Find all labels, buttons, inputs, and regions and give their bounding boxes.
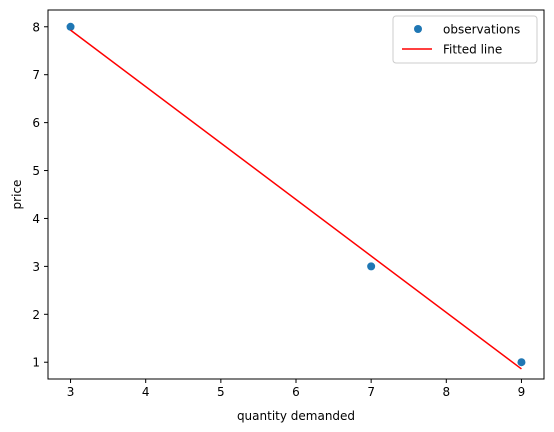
plot-frame (47, 9, 545, 380)
x-tick-label: 6 (292, 385, 300, 399)
x-tick-label: 5 (217, 385, 225, 399)
y-tick-label: 3 (32, 260, 40, 274)
legend-box (392, 15, 538, 64)
plot-area: 3 4 5 6 7 8 9 1 2 3 4 5 6 7 8 (32, 9, 545, 399)
y-axis-label: price (10, 180, 24, 210)
observation-point (66, 22, 75, 31)
series-layer (66, 22, 526, 370)
legend-label-fitted-line: Fitted line (443, 43, 502, 57)
y-tick-label: 7 (32, 68, 40, 82)
observation-point (517, 358, 526, 367)
x-tick-label: 7 (367, 385, 375, 399)
y-tick-label: 5 (32, 164, 40, 178)
x-tick-label: 9 (518, 385, 526, 399)
y-tick-label: 4 (32, 212, 40, 226)
y-axis-ticks: 1 2 3 4 5 6 7 8 (32, 20, 48, 370)
y-tick-label: 1 (32, 356, 40, 370)
fitted-line (70, 29, 522, 370)
x-tick-label: 3 (67, 385, 75, 399)
legend: observations Fitted line (392, 15, 538, 64)
observation-point (367, 262, 376, 271)
y-tick-label: 6 (32, 116, 40, 130)
x-tick-label: 4 (142, 385, 150, 399)
y-tick-label: 8 (32, 20, 40, 34)
x-tick-label: 8 (442, 385, 450, 399)
x-axis-label: quantity demanded (237, 409, 355, 423)
legend-label-observations: observations (443, 23, 520, 37)
x-axis-ticks: 3 4 5 6 7 8 9 (67, 379, 526, 399)
y-tick-label: 2 (32, 308, 40, 322)
legend-marker-observations (414, 25, 422, 33)
